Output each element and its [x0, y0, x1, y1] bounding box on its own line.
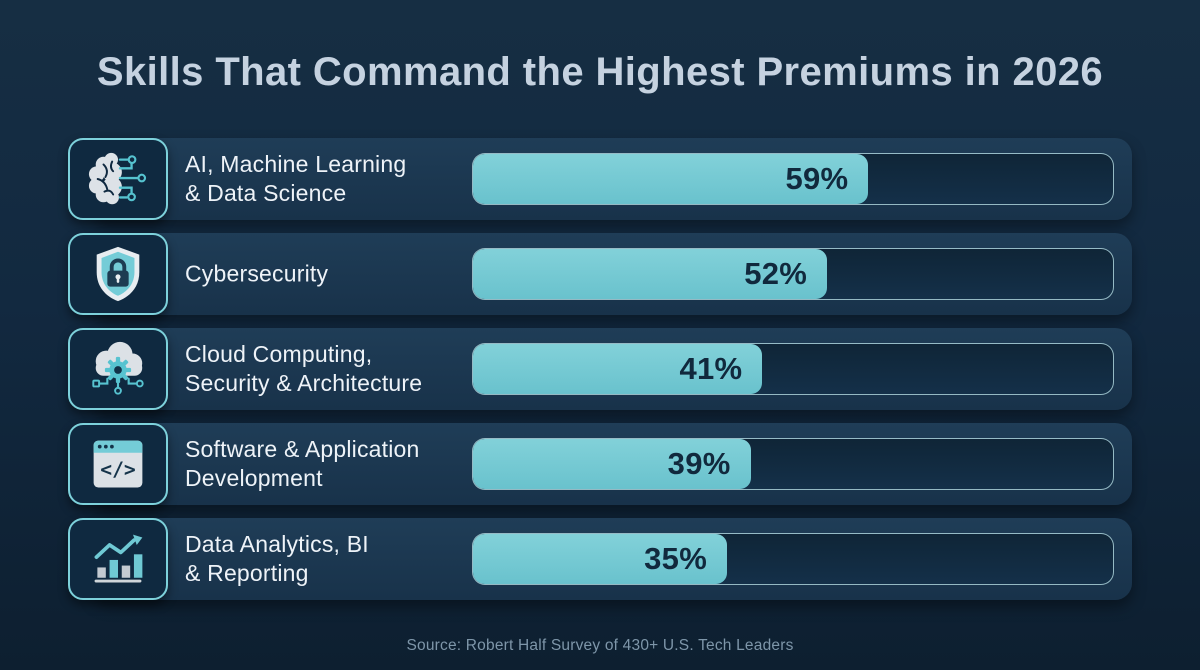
skill-icon-box: </>	[68, 423, 168, 505]
cloud-gear-icon	[92, 341, 144, 395]
skill-icon-box	[68, 328, 168, 410]
bar-value-label: 39%	[667, 446, 731, 481]
bar-value-label: 59%	[785, 161, 849, 196]
bar-value-label: 41%	[679, 351, 743, 386]
bar-track: 35%	[472, 533, 1114, 585]
bar-track: 41%	[472, 343, 1114, 395]
code-window-icon: </>	[93, 440, 143, 488]
bar-fill: 41%	[473, 344, 763, 394]
skill-row-software-dev: </> Software & Application Development 3…	[68, 423, 1132, 505]
skill-row-cloud: Cloud Computing, Security & Architecture…	[68, 328, 1132, 410]
bar-fill: 52%	[473, 249, 828, 299]
svg-text:</>: </>	[100, 458, 136, 481]
skill-icon-box	[68, 518, 168, 600]
skill-label: Software & Application Development	[185, 435, 420, 491]
skill-row-cybersecurity: Cybersecurity 52%	[68, 233, 1132, 315]
skill-icon-box	[68, 138, 168, 220]
bar-fill: 39%	[473, 439, 751, 489]
source-note: Source: Robert Half Survey of 430+ U.S. …	[406, 637, 794, 654]
skill-label: AI, Machine Learning & Data Science	[185, 150, 407, 206]
bar-chart-growth-icon	[94, 534, 143, 583]
bar-track: 39%	[472, 438, 1114, 490]
shield-lock-icon	[96, 246, 140, 302]
bar-fill: 35%	[473, 534, 728, 584]
skills-list: AI, Machine Learning & Data Science 59% …	[68, 138, 1132, 600]
skill-label: Cybersecurity	[185, 260, 329, 287]
skill-row-data-analytics: Data Analytics, BI & Reporting 35%	[68, 518, 1132, 600]
bar-track: 59%	[472, 153, 1114, 205]
skill-label: Data Analytics, BI & Reporting	[185, 530, 369, 586]
bar-fill: 59%	[473, 154, 869, 204]
bar-value-label: 35%	[644, 541, 708, 576]
skill-icon-box	[68, 233, 168, 315]
bar-value-label: 52%	[744, 256, 808, 291]
skill-label: Cloud Computing, Security & Architecture	[185, 340, 423, 396]
brain-circuit-icon	[88, 152, 147, 205]
bar-track: 52%	[472, 248, 1114, 300]
page-title: Skills That Command the Highest Premiums…	[96, 50, 1104, 94]
skill-row-ai-ml: AI, Machine Learning & Data Science 59%	[68, 138, 1132, 220]
